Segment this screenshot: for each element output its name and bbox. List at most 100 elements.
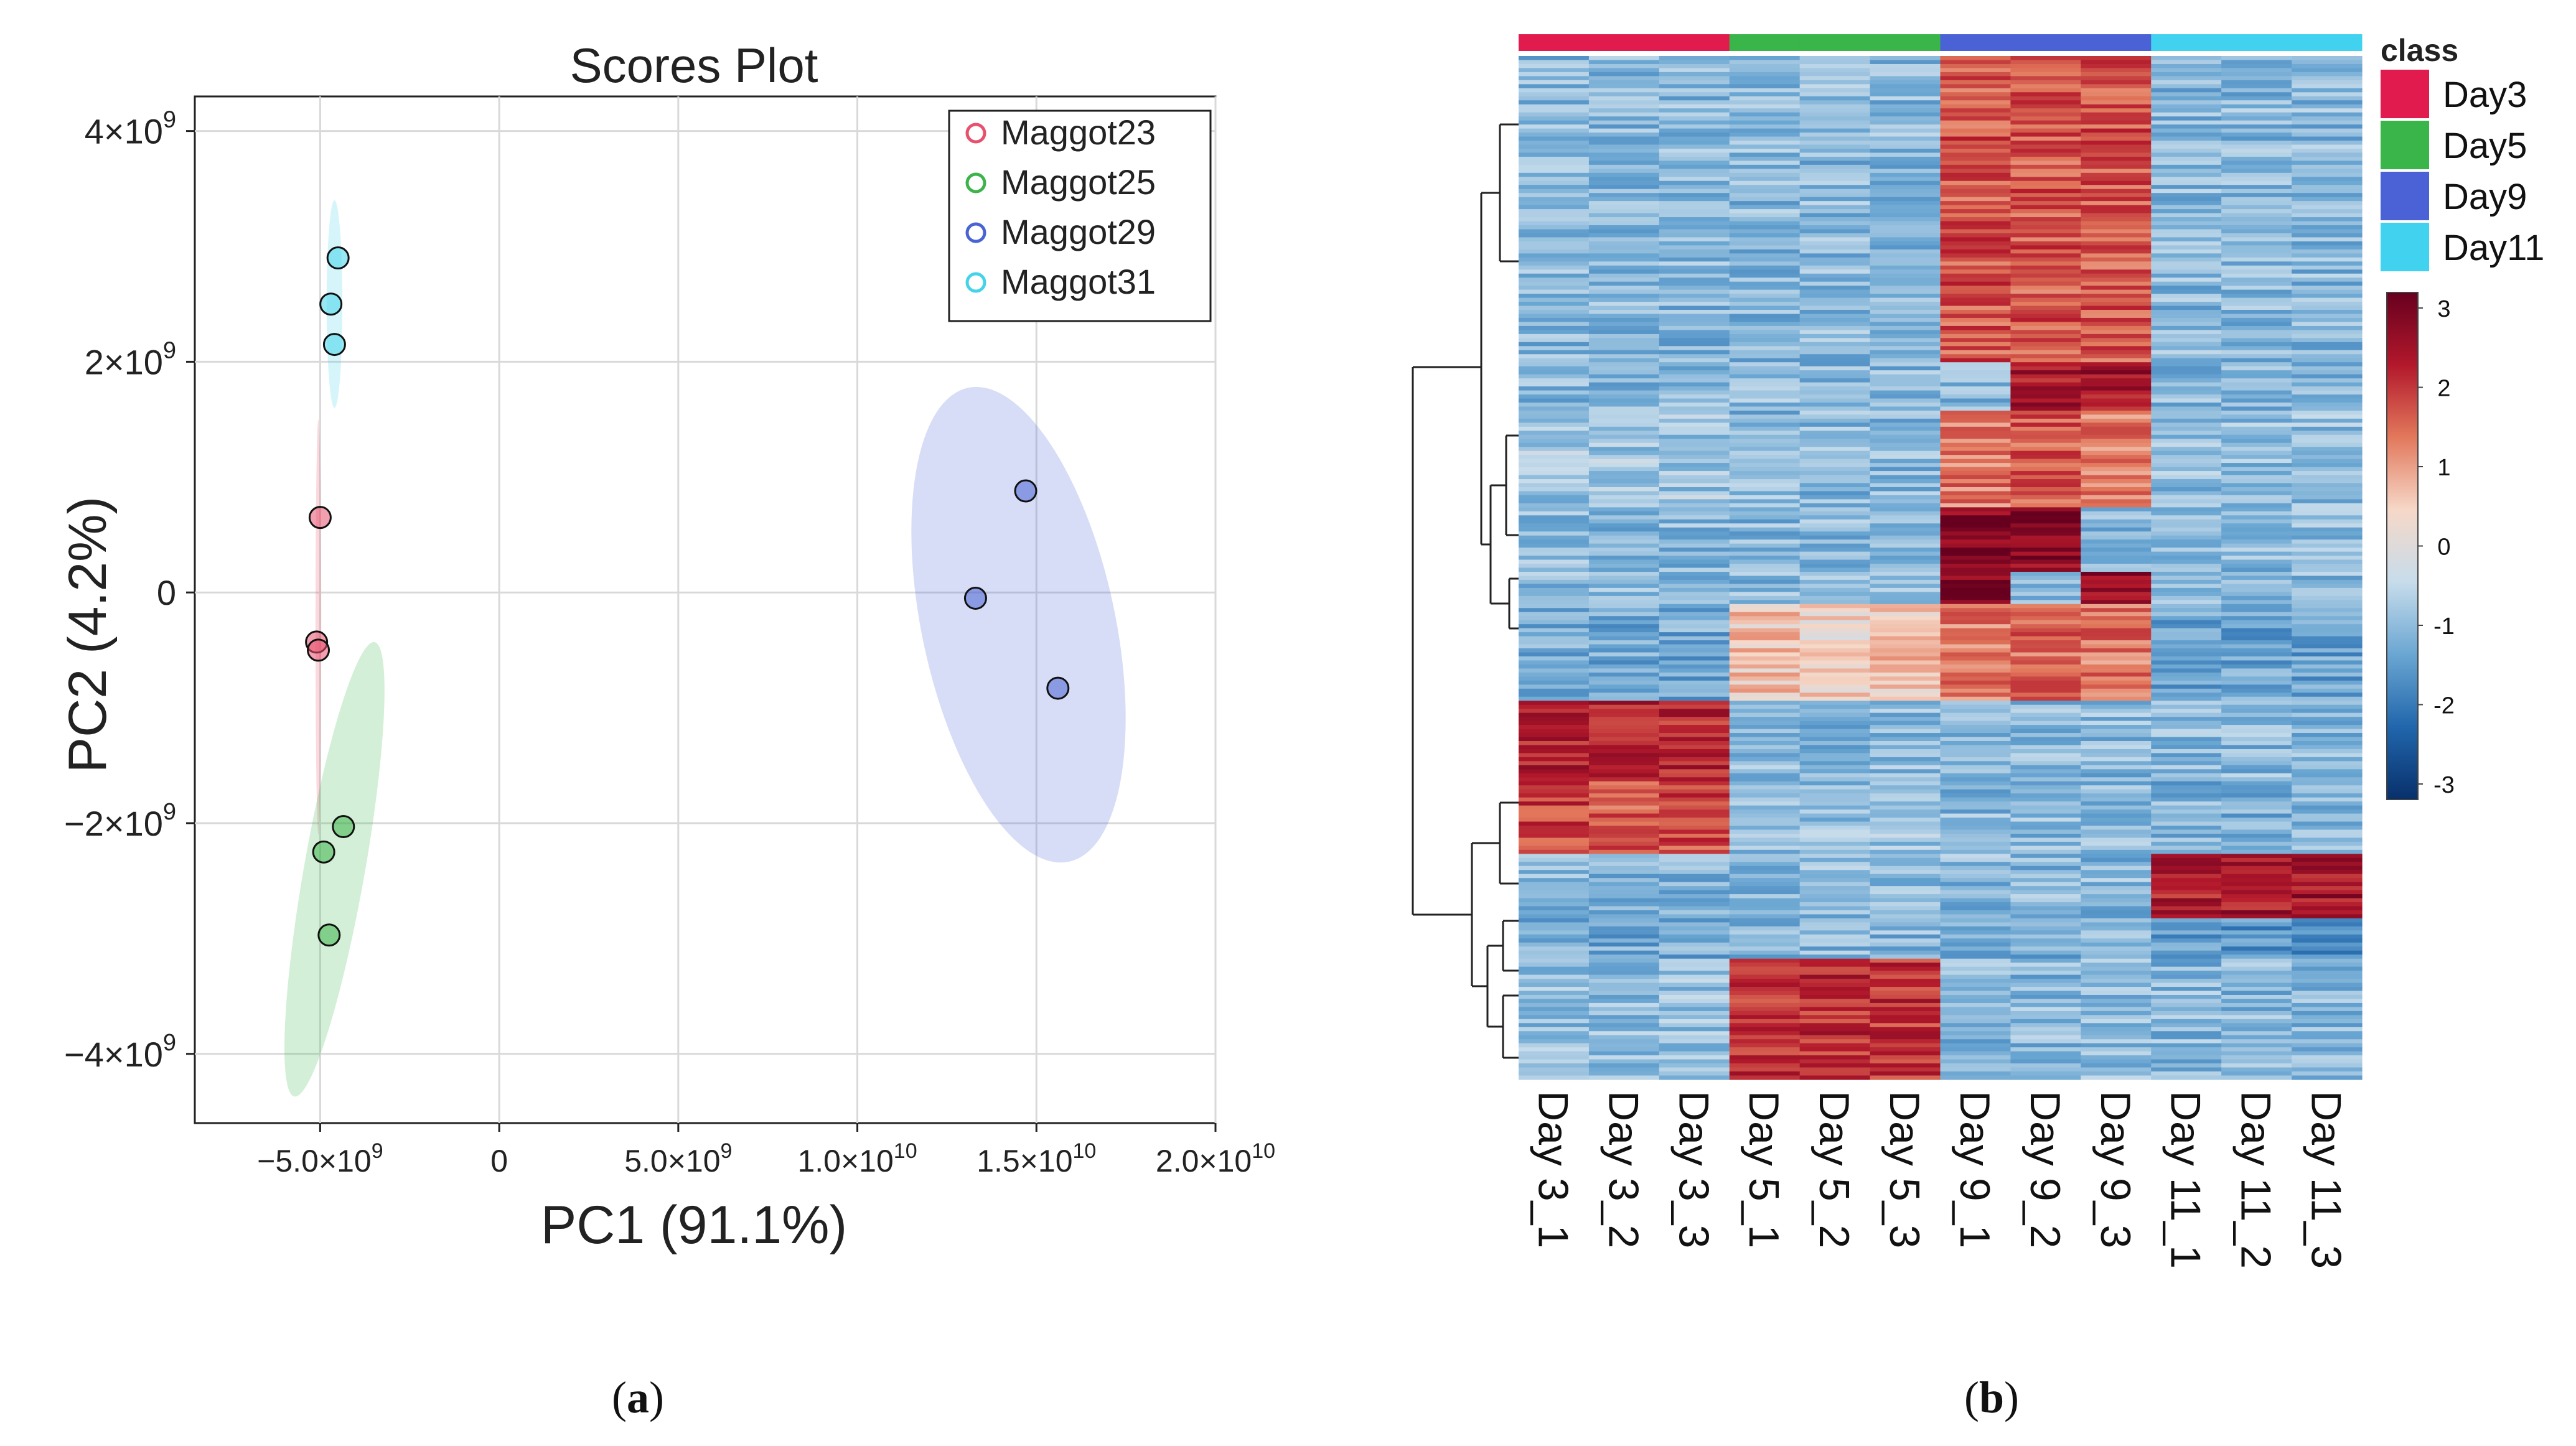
heatmap-cell — [2221, 717, 2292, 722]
heatmap-cell — [1799, 1063, 1871, 1068]
heatmap-cell — [1588, 712, 1660, 717]
heatmap-cell — [1729, 180, 1801, 185]
heatmap-cell — [2151, 958, 2222, 963]
heatmap-cell — [1940, 213, 2012, 218]
heatmap-cell — [2221, 378, 2292, 383]
heatmap-cell — [1940, 1039, 2012, 1044]
heatmap-cell — [2292, 954, 2363, 959]
heatmap-cell — [2010, 366, 2081, 371]
heatmap-cell — [2292, 503, 2363, 508]
heatmap-cell — [1659, 571, 1730, 577]
heatmap-cell — [1799, 120, 1871, 125]
heatmap-cell — [2010, 559, 2081, 564]
heatmap-cell — [1870, 237, 1941, 242]
dendrogram-branch — [1499, 801, 1519, 885]
heatmap-cell — [2010, 201, 2081, 206]
heatmap-cell — [1940, 930, 2012, 935]
heatmap-cell — [1870, 886, 1941, 891]
heatmap-cell — [2151, 930, 2222, 935]
heatmap-cell — [2151, 177, 2222, 182]
heatmap-cell — [1588, 878, 1660, 883]
heatmap-cell — [2081, 818, 2152, 823]
heatmap-cell — [1729, 628, 1801, 633]
heatmap-cell — [2221, 608, 2292, 613]
heatmap-cell — [1659, 954, 1730, 959]
heatmap-cell — [1729, 487, 1801, 492]
heatmap-cell — [2292, 914, 2363, 919]
heatmap-cell — [2151, 559, 2222, 564]
heatmap-cell — [2221, 96, 2292, 101]
heatmap-cell — [1799, 346, 1871, 351]
heatmap-cell — [1588, 954, 1660, 959]
heatmap-cell — [2221, 56, 2292, 61]
heatmap-cell — [1519, 950, 1590, 955]
heatmap-cell — [2081, 567, 2152, 572]
heatmap-cell — [2151, 261, 2222, 266]
heatmap-cell — [2292, 862, 2363, 867]
heatmap-cell — [1729, 531, 1801, 536]
heatmap-cell — [1588, 825, 1660, 831]
heatmap-cell — [1799, 991, 1871, 996]
color-scale-label: -1 — [2433, 613, 2455, 640]
heatmap-cell — [1588, 253, 1660, 258]
heatmap-cell — [2292, 1067, 2363, 1072]
heatmap-cell — [1659, 92, 1730, 97]
x-axis-label: PC1 (91.1%) — [541, 1195, 847, 1255]
heatmap-cell — [1588, 442, 1660, 447]
heatmap-cell — [1799, 1043, 1871, 1048]
heatmap-cell — [2010, 902, 2081, 907]
heatmap-cell — [2292, 982, 2363, 987]
heatmap-cell — [1729, 479, 1801, 484]
heatmap-cell — [1659, 740, 1730, 746]
heatmap-cell — [2151, 576, 2222, 581]
heatmap-cell — [1799, 688, 1871, 693]
heatmap-cell — [2151, 1043, 2222, 1048]
heatmap-cell — [1729, 587, 1801, 592]
heatmap-cell — [2221, 632, 2292, 637]
heatmap-cell — [2010, 773, 2081, 778]
heatmap-cell — [2010, 515, 2081, 520]
heatmap-cell — [2221, 531, 2292, 536]
heatmap-cell — [1659, 1055, 1730, 1060]
heatmap-cell — [2081, 370, 2152, 375]
heatmap-cell — [1940, 684, 2012, 689]
heatmap-cell — [1940, 604, 2012, 609]
heatmap-cell — [2221, 358, 2292, 363]
heatmap-cell — [2010, 1063, 2081, 1068]
heatmap-cell — [1659, 225, 1730, 230]
heatmap-cell — [2151, 556, 2222, 561]
heatmap-cell — [1870, 938, 1941, 943]
heatmap-cell — [1729, 128, 1801, 133]
heatmap-cell — [1729, 874, 1801, 879]
heatmap-cell — [2292, 926, 2363, 931]
heatmap-cell — [1659, 306, 1730, 310]
heatmap-cell — [1799, 571, 1871, 577]
heatmap-cell — [2221, 1055, 2292, 1060]
heatmap-cell — [1799, 684, 1871, 689]
heatmap-cell — [2151, 281, 2222, 286]
heatmap-cell — [2010, 934, 2081, 939]
heatmap-cell — [2221, 757, 2292, 762]
heatmap-cell — [1940, 809, 2012, 814]
heatmap-cell — [1588, 696, 1660, 701]
heatmap-cell — [1519, 289, 1590, 294]
heatmap-cell — [1519, 439, 1590, 444]
heatmap-cell — [1729, 559, 1801, 564]
heatmap-cell — [1588, 1027, 1660, 1032]
heatmap-cell — [1519, 278, 1590, 282]
heatmap-cell — [1729, 330, 1801, 335]
heatmap-cell — [2081, 273, 2152, 278]
heatmap-cell — [1870, 974, 1941, 979]
heatmap-cell — [2010, 922, 2081, 927]
heatmap-cell — [1729, 1043, 1801, 1048]
heatmap-cell — [1940, 942, 2012, 947]
heatmap-cell — [1588, 60, 1660, 65]
heatmap-cell — [2151, 704, 2222, 709]
heatmap-cell — [1659, 797, 1730, 802]
heatmap-cell — [1799, 112, 1871, 117]
heatmap-cell — [2221, 886, 2292, 891]
heatmap-cell — [2010, 676, 2081, 681]
heatmap-cell — [1870, 209, 1941, 214]
heatmap-cell — [2151, 483, 2222, 488]
heatmap-cell — [2151, 584, 2222, 589]
